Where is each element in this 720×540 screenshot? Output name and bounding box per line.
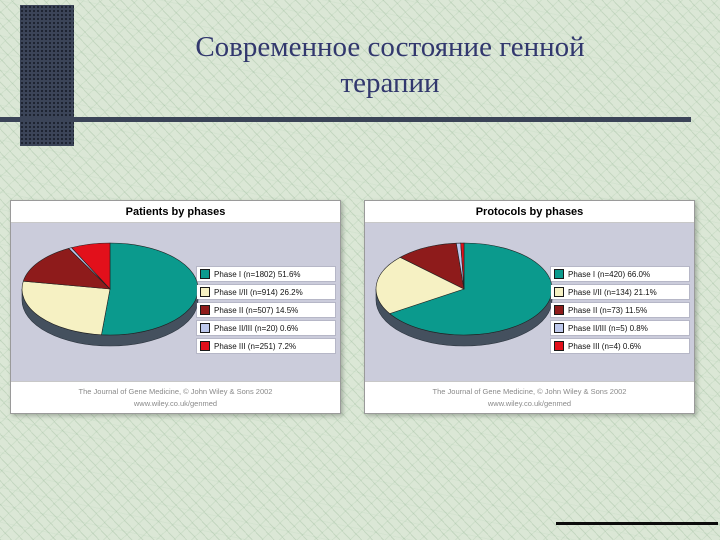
legend-swatch xyxy=(554,269,564,279)
legend-item: Phase II (n=73) 11.5% xyxy=(551,303,689,317)
legend-label: Phase III (n=4) 0.6% xyxy=(568,341,642,351)
legend-item: Phase I (n=1802) 51.6% xyxy=(197,267,335,281)
chart-plot-area: Phase I (n=1802) 51.6% Phase I/II (n=914… xyxy=(11,223,340,381)
legend-label: Phase II/III (n=20) 0.6% xyxy=(214,323,299,333)
source-line: The Journal of Gene Medicine, © John Wil… xyxy=(432,387,627,396)
source-line: The Journal of Gene Medicine, © John Wil… xyxy=(78,387,273,396)
legend-item: Phase I/II (n=914) 26.2% xyxy=(197,285,335,299)
legend-label: Phase III (n=251) 7.2% xyxy=(214,341,297,351)
legend-swatch xyxy=(200,287,210,297)
legend-label: Phase I/II (n=914) 26.2% xyxy=(214,287,303,297)
legend-item: Phase II (n=507) 14.5% xyxy=(197,303,335,317)
source-url: www.wiley.co.uk/genmed xyxy=(133,399,218,408)
legend-swatch xyxy=(200,305,210,315)
slide-title-line2: терапии xyxy=(340,66,440,99)
chart-title: Protocols by phases xyxy=(365,201,694,223)
legend-swatch xyxy=(200,341,210,351)
chart-legend: Phase I (n=420) 66.0% Phase I/II (n=134)… xyxy=(551,267,689,353)
pie-chart xyxy=(21,242,199,347)
chart-legend: Phase I (n=1802) 51.6% Phase I/II (n=914… xyxy=(197,267,335,353)
chart-source-footer: The Journal of Gene Medicine, © John Wil… xyxy=(11,381,340,413)
chart-plot-area: Phase I (n=420) 66.0% Phase I/II (n=134)… xyxy=(365,223,694,381)
slide-accent-bar xyxy=(20,5,74,146)
slide-title-line1: Современное состояние генной xyxy=(195,31,585,63)
legend-swatch xyxy=(200,269,210,279)
legend-swatch xyxy=(200,323,210,333)
title-underline-rule xyxy=(0,117,691,122)
legend-item: Phase III (n=4) 0.6% xyxy=(551,339,689,353)
legend-label: Phase II/III (n=5) 0.8% xyxy=(568,323,648,333)
chart-title: Patients by phases xyxy=(11,201,340,223)
legend-label: Phase I (n=420) 66.0% xyxy=(568,269,651,279)
source-url: www.wiley.co.uk/genmed xyxy=(487,399,572,408)
legend-swatch xyxy=(554,287,564,297)
legend-item: Phase I/II (n=134) 21.1% xyxy=(551,285,689,299)
pie-chart xyxy=(375,242,553,347)
legend-swatch xyxy=(554,341,564,351)
legend-label: Phase I/II (n=134) 21.1% xyxy=(568,287,657,297)
slide-title: Современное состояние генной терапии xyxy=(88,30,692,102)
chart-source-footer: The Journal of Gene Medicine, © John Wil… xyxy=(365,381,694,413)
legend-item: Phase II/III (n=20) 0.6% xyxy=(197,321,335,335)
legend-label: Phase II (n=507) 14.5% xyxy=(214,305,299,315)
legend-label: Phase I (n=1802) 51.6% xyxy=(214,269,301,279)
legend-label: Phase II (n=73) 11.5% xyxy=(568,305,648,315)
legend-swatch xyxy=(554,323,564,333)
patients-chart-panel: Patients by phases Phase I (n=1802) 51.6… xyxy=(10,200,341,414)
legend-item: Phase III (n=251) 7.2% xyxy=(197,339,335,353)
bottom-decorative-rule xyxy=(556,522,718,525)
legend-item: Phase I (n=420) 66.0% xyxy=(551,267,689,281)
protocols-chart-panel: Protocols by phases Phase I (n=420) 66.0… xyxy=(364,200,695,414)
legend-swatch xyxy=(554,305,564,315)
legend-item: Phase II/III (n=5) 0.8% xyxy=(551,321,689,335)
